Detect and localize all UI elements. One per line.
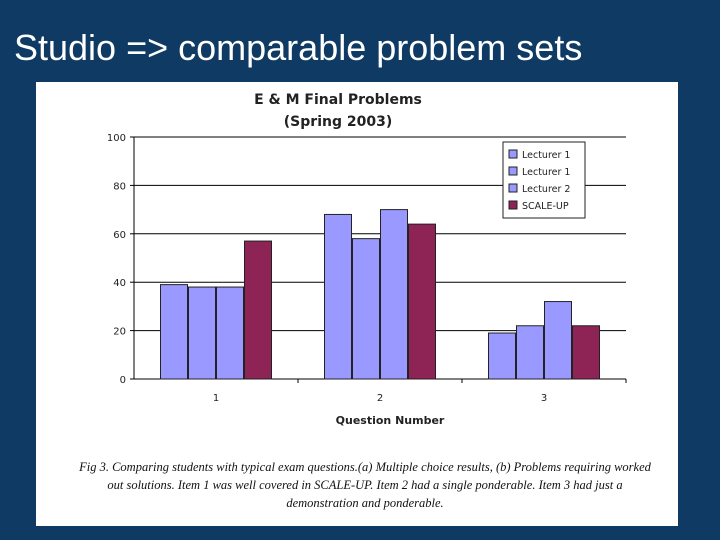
x-tick-label: 1 [213,393,219,404]
bar-chart: E & M Final Problems (Spring 2003) 0 20 40 60… [107,92,627,427]
y-tick-label: 20 [113,327,126,338]
y-tick-label: 100 [107,133,126,144]
chart-subtitle: (Spring 2003) [284,114,392,130]
bar-1-q2 [324,213,352,380]
bar-1-q3 [488,332,516,380]
bar-4-q2 [408,223,436,380]
bar-4-q3 [572,325,600,380]
bar-3-q2 [380,209,408,380]
legend-swatch [508,183,518,193]
y-tick-label: 60 [113,230,126,241]
legend-label: Lecturer 2 [522,184,570,195]
bar-3-q1 [216,286,244,380]
legend-label: SCALE-UP [522,201,569,212]
y-tick-label: 80 [113,181,126,192]
bar-3-q3 [544,301,572,380]
bar-2-q3 [516,325,544,380]
figure-caption: Fig 3. Comparing students with typical e… [79,460,651,510]
legend-swatch [508,149,518,159]
y-tick-label: 40 [113,278,126,289]
slide-title: Studio => comparable problem sets [14,27,583,68]
x-tick-label: 2 [377,393,383,404]
legend-swatch [508,200,518,210]
legend-swatch [508,166,518,176]
bar-1-q1 [160,284,188,380]
x-tick-label: 3 [541,393,547,404]
bar-2-q2 [352,238,380,380]
chart-title: E & M Final Problems [254,92,422,108]
legend-label: Lecturer 1 [522,150,570,161]
bar-4-q1 [244,240,272,380]
y-tick-label: 0 [120,375,126,386]
x-axis-label: Question Number [336,414,445,427]
bar-2-q1 [188,286,216,380]
legend-label: Lecturer 1 [522,167,570,178]
figure-panel: E & M Final Problems (Spring 2003) 0 20 40 60… [36,82,678,526]
